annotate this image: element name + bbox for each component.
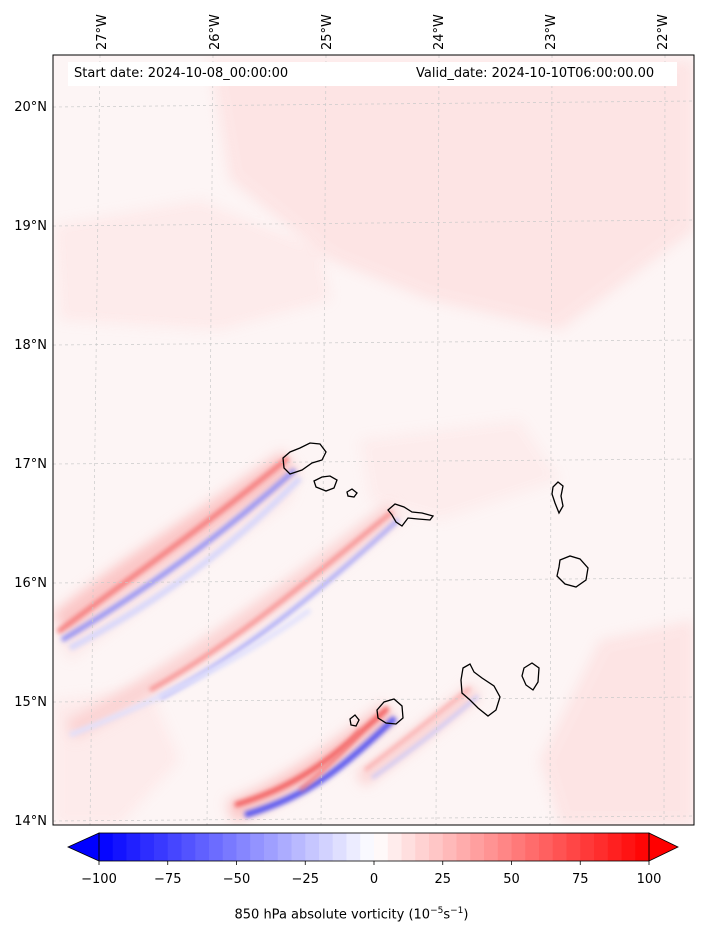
colorbar-cell	[401, 833, 416, 861]
island-santa-luzia	[346, 488, 358, 498]
island-sao-vicente	[313, 475, 338, 492]
lon-label-23w: 23°W	[544, 14, 559, 50]
colorbar-cell	[484, 833, 499, 861]
colorbar-cell	[140, 833, 155, 861]
colorbar-cell	[511, 833, 526, 861]
colorbar-title-exponent-1: −5	[430, 906, 444, 916]
colorbar-cell	[442, 833, 458, 861]
colorbar-cell	[99, 833, 114, 861]
colorbar-tick-label: −75	[154, 872, 181, 887]
wake-streak-sao-nicolau	[65, 502, 402, 739]
colorbar-title: 850 hPa absolute vorticity (10−5s−1)	[0, 906, 703, 922]
colorbar-cell	[332, 833, 348, 861]
colorbar-cell	[264, 833, 279, 861]
colorbar-tick-label: 0	[370, 872, 378, 887]
colorbar-title-suffix: )	[463, 907, 469, 923]
colorbar: −100 −75 −50 −25 0 25 50 75 100	[67, 832, 679, 887]
lat-label-14n: 14°N	[14, 814, 47, 829]
colorbar-cell	[594, 833, 609, 861]
colorbar-title-unit: s	[443, 907, 451, 923]
island-boa-vista	[556, 555, 589, 588]
colorbar-title-exponent-2: −1	[450, 906, 464, 916]
lat-label-16n: 16°N	[14, 576, 47, 591]
wake-streak-santiago	[355, 683, 481, 787]
island-sao-nicolau	[387, 503, 435, 527]
island-outlines	[282, 442, 589, 727]
colorbar-cell	[236, 833, 251, 861]
colorbar-cell	[167, 833, 183, 861]
lon-label-22w: 22°W	[656, 14, 671, 50]
lat-label-18n: 18°N	[14, 338, 47, 353]
colorbar-cell	[387, 833, 403, 861]
island-maio	[521, 662, 540, 691]
island-santiago	[460, 663, 501, 717]
colorbar-tick-label: 75	[572, 872, 589, 887]
longitude-labels: 27°W 26°W 25°W 24°W 23°W 22°W	[95, 14, 671, 50]
lon-label-24w: 24°W	[432, 14, 447, 50]
colorbar-cell	[456, 833, 471, 861]
colorbar-cell	[319, 833, 334, 861]
date-info-bar	[68, 62, 677, 86]
colorbar-cell	[277, 833, 293, 861]
colorbar-cell	[222, 833, 238, 861]
colorbar-cell	[429, 833, 444, 861]
colorbar-cell	[154, 833, 169, 861]
colorbar-min-extend-arrow	[67, 832, 100, 862]
map-panel	[53, 55, 694, 825]
colorbar-cell	[552, 833, 568, 861]
colorbar-cell	[346, 833, 361, 861]
map-frame	[52, 54, 695, 826]
colorbar-tick-label: 100	[637, 872, 662, 887]
colorbar-tick-label: 50	[503, 872, 520, 887]
colorbar-cell	[305, 833, 320, 861]
colorbar-tick-label: 25	[434, 872, 451, 887]
lat-label-15n: 15°N	[14, 695, 47, 710]
valid-date-label: Valid_date: 2024-10-10T06:00:00.00	[416, 66, 655, 81]
colorbar-cells	[99, 833, 650, 861]
colorbar-cell	[539, 833, 554, 861]
latitude-labels: 20°N 19°N 18°N 17°N 16°N 15°N 14°N	[14, 100, 47, 829]
lon-label-27w: 27°W	[95, 14, 110, 50]
island-sal	[551, 481, 564, 515]
colorbar-tick-label: −25	[292, 872, 319, 887]
island-fogo	[376, 698, 404, 725]
colorbar-cell	[250, 833, 265, 861]
colorbar-cell	[497, 833, 513, 861]
colorbar-cell	[112, 833, 128, 861]
start-date-label: Start date: 2024-10-08_00:00:00	[74, 66, 289, 81]
colorbar-title-prefix: 850 hPa absolute vorticity (10	[234, 907, 431, 923]
wake-streak-fogo	[226, 703, 398, 823]
colorbar-tick-label: −100	[81, 872, 117, 887]
gridlines	[53, 55, 694, 825]
wake-streak-santo-antao	[53, 451, 303, 651]
colorbar-tick-label: −50	[223, 872, 250, 887]
colorbar-ticks: −100 −75 −50 −25 0 25 50 75 100	[81, 861, 661, 887]
lon-label-25w: 25°W	[320, 14, 335, 50]
colorbar-cell	[470, 833, 485, 861]
colorbar-cell	[635, 833, 650, 861]
colorbar-cell	[415, 833, 430, 861]
lat-label-17n: 17°N	[14, 457, 47, 472]
colorbar-cell	[525, 833, 540, 861]
island-santo-antao	[282, 442, 327, 475]
colorbar-cell	[360, 833, 375, 861]
colorbar-cell	[195, 833, 210, 861]
colorbar-cell	[209, 833, 224, 861]
colorbar-cell	[374, 833, 389, 861]
colorbar-cell	[607, 833, 623, 861]
island-brava	[349, 714, 360, 727]
lat-label-19n: 19°N	[14, 219, 47, 234]
colorbar-max-extend-arrow	[648, 832, 679, 862]
colorbar-cell	[126, 833, 141, 861]
colorbar-cell	[580, 833, 595, 861]
colorbar-cell	[566, 833, 581, 861]
colorbar-cell	[181, 833, 196, 861]
colorbar-cell	[291, 833, 306, 861]
lat-label-20n: 20°N	[14, 100, 47, 115]
colorbar-cell	[621, 833, 636, 861]
lon-label-26w: 26°W	[208, 14, 223, 50]
